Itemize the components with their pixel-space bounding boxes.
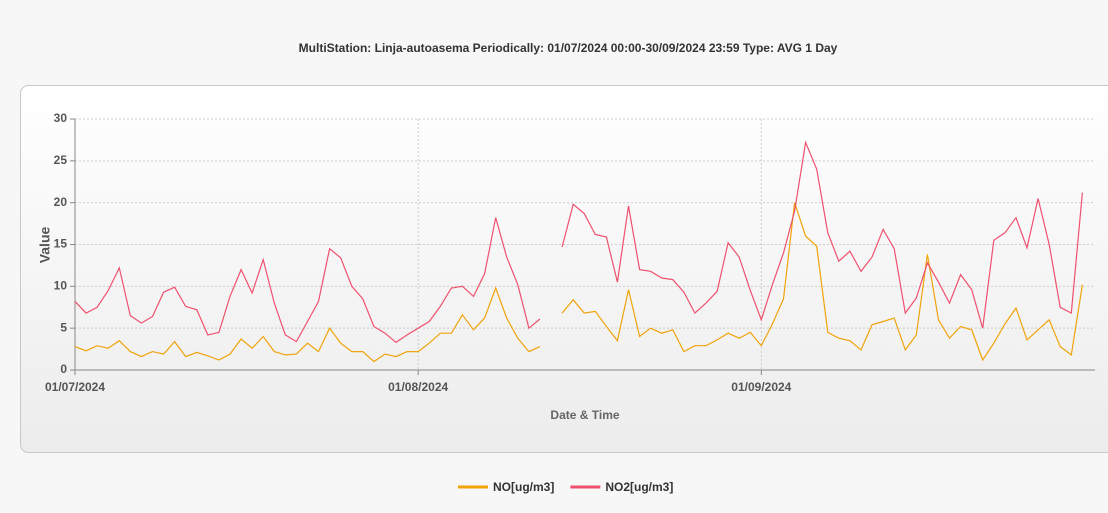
series-line <box>561 140 1083 329</box>
x-tick-label: 01/08/2024 <box>388 380 448 394</box>
series-line <box>74 286 541 363</box>
y-tick-label: 20 <box>54 195 68 209</box>
y-tick-label: 0 <box>60 362 67 376</box>
plot-frame <box>20 85 1108 453</box>
legend-label: NO2[ug/m3] <box>605 480 673 494</box>
y-tick-label: 15 <box>54 237 68 251</box>
y-tick-label: 10 <box>54 279 68 293</box>
series-line <box>561 202 1083 362</box>
y-tick-label: 30 <box>54 111 68 125</box>
legend-label: NO[ug/m3] <box>493 480 554 494</box>
chart-title: MultiStation: Linja-autoasema Periodical… <box>299 41 838 55</box>
x-axis-label: Date & Time <box>550 408 619 422</box>
series-line <box>74 217 541 344</box>
y-axis-label: Value <box>37 227 53 264</box>
y-tick-label: 5 <box>60 320 67 334</box>
x-tick-label: 01/07/2024 <box>45 380 105 394</box>
x-tick-label: 01/09/2024 <box>731 380 791 394</box>
y-tick-label: 25 <box>54 153 68 167</box>
